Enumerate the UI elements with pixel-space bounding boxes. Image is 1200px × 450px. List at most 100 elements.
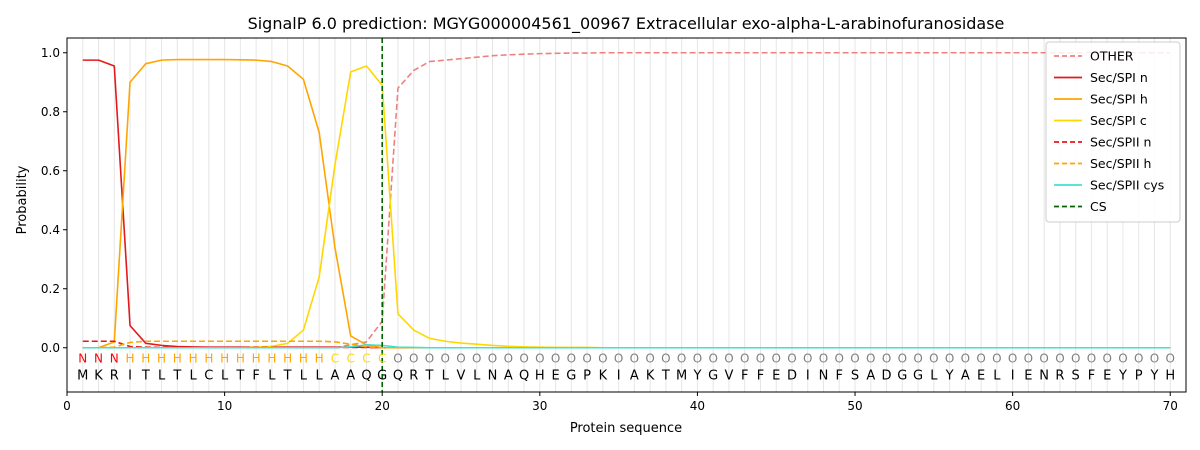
- axes-frame: [66, 37, 1187, 393]
- x-tick-label: 40: [690, 399, 705, 413]
- residue-label: G: [913, 368, 923, 383]
- region-label: H: [204, 352, 213, 366]
- residue-label: L: [158, 368, 166, 383]
- region-label: O: [488, 352, 497, 366]
- residue-label: T: [283, 368, 292, 383]
- residue-label: L: [221, 368, 229, 383]
- residue-label: A: [330, 368, 339, 383]
- residue-label: Y: [945, 368, 954, 383]
- residue-label: N: [488, 368, 498, 383]
- region-label: O: [1134, 352, 1143, 366]
- plot-background: [67, 38, 1186, 392]
- residue-label: G: [897, 368, 907, 383]
- residue-label: V: [457, 368, 466, 383]
- legend: OTHER Sec/SPI n Sec/SPI h Sec/SPI c Sec/SPII…: [1045, 41, 1181, 223]
- residue-label: I: [1011, 368, 1015, 383]
- residue-label: A: [866, 368, 875, 383]
- region-label: O: [740, 352, 749, 366]
- y-tick-label: 0.8: [41, 105, 60, 119]
- residue-label: L: [930, 368, 938, 383]
- residue-label: L: [268, 368, 276, 383]
- region-label: O: [614, 352, 623, 366]
- residue-label: Y: [1118, 368, 1127, 383]
- residue-label: K: [646, 368, 655, 383]
- residue-label: T: [235, 368, 244, 383]
- x-tick-label: 60: [1005, 399, 1020, 413]
- region-label: O: [425, 352, 434, 366]
- y-tick-label: 0.4: [41, 223, 60, 237]
- region-label: H: [236, 352, 245, 366]
- region-label: H: [141, 352, 150, 366]
- residue-label: D: [787, 368, 797, 383]
- x-tick-label: 10: [217, 399, 232, 413]
- residue-label: E: [772, 368, 780, 383]
- residue-label: T: [425, 368, 434, 383]
- residue-label: Q: [361, 368, 371, 383]
- region-label: O: [850, 352, 859, 366]
- region-label: O: [898, 352, 907, 366]
- residue-label: L: [442, 368, 450, 383]
- legend-label: Sec/SPII cys: [1090, 178, 1164, 193]
- region-label: O: [645, 352, 654, 366]
- legend-label: Sec/SPII h: [1090, 156, 1151, 171]
- residue-label: R: [409, 368, 418, 383]
- residue-label: K: [94, 368, 103, 383]
- series-lines: [82, 51, 1171, 349]
- region-label: O: [945, 352, 954, 366]
- region-label: C: [362, 352, 370, 366]
- region-label: O: [693, 352, 702, 366]
- y-tick-label: 0.6: [41, 164, 60, 178]
- region-label: N: [78, 352, 87, 366]
- x-tick-label: 30: [532, 399, 547, 413]
- residue-label: N: [819, 368, 829, 383]
- region-label: O: [866, 352, 875, 366]
- plot-area: [67, 38, 1186, 392]
- residue-label: M: [676, 368, 687, 383]
- region-label: O: [441, 352, 450, 366]
- legend-box: [1045, 41, 1181, 223]
- region-label: H: [189, 352, 198, 366]
- region-label: O: [1087, 352, 1096, 366]
- residue-label: Y: [1150, 368, 1159, 383]
- residue-label: E: [551, 368, 559, 383]
- residue-label: E: [977, 368, 985, 383]
- residue-label: M: [77, 368, 88, 383]
- region-label: N: [110, 352, 119, 366]
- plot-frame: [66, 37, 1187, 393]
- x-tick-label: 50: [847, 399, 862, 413]
- region-label: H: [315, 352, 324, 366]
- region-label: O: [929, 352, 938, 366]
- y-tick-label: 1.0: [41, 46, 60, 60]
- residue-label: F: [252, 368, 259, 383]
- residue-label: A: [961, 368, 970, 383]
- region-label: O: [1055, 352, 1064, 366]
- region-label: O: [519, 352, 528, 366]
- region-label: C: [331, 352, 339, 366]
- residue-label: S: [1072, 368, 1080, 383]
- residue-label: L: [300, 368, 308, 383]
- residue-label: L: [993, 368, 1001, 383]
- legend-label: Sec/SPI n: [1090, 70, 1148, 85]
- region-label: O: [630, 352, 639, 366]
- region-label: O: [456, 352, 465, 366]
- series-line-6: [82, 343, 1171, 349]
- region-label: O: [882, 352, 891, 366]
- residue-label: T: [661, 368, 670, 383]
- residue-label: H: [1165, 368, 1175, 383]
- legend-label: OTHER: [1090, 49, 1134, 64]
- residue-label: H: [535, 368, 545, 383]
- region-label: O: [393, 352, 402, 366]
- residue-label: V: [724, 368, 733, 383]
- region-label: O: [1166, 352, 1175, 366]
- x-tick-label: 70: [1163, 399, 1178, 413]
- residue-label: L: [316, 368, 324, 383]
- region-label: O: [708, 352, 717, 366]
- region-label: O: [582, 352, 591, 366]
- residue-label: A: [504, 368, 513, 383]
- residue-label: G: [566, 368, 576, 383]
- region-label: O: [504, 352, 513, 366]
- region-label: O: [661, 352, 670, 366]
- sequence-labels: NMNKNRHIHTHLHTHLHCHLHTHFHLHTHLHLCACACQCG…: [77, 352, 1175, 384]
- region-label: O: [819, 352, 828, 366]
